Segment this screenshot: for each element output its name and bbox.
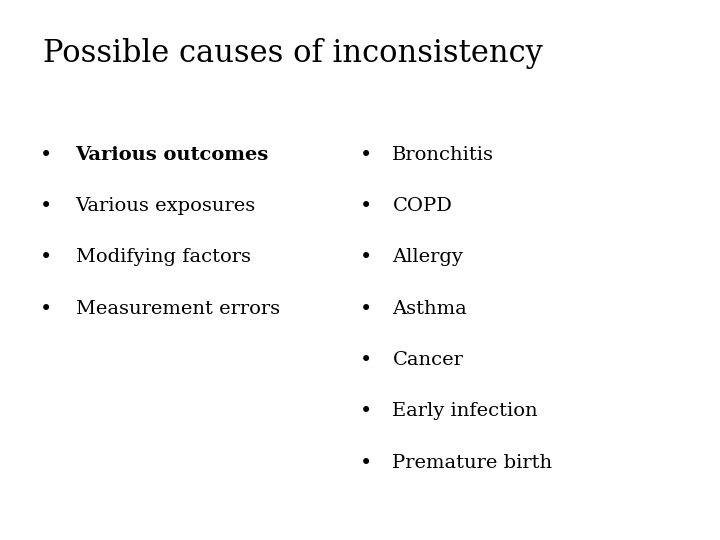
Text: •: • <box>360 146 372 165</box>
Text: Measurement errors: Measurement errors <box>76 300 280 318</box>
Text: Various outcomes: Various outcomes <box>76 146 269 164</box>
Text: •: • <box>40 300 52 319</box>
Text: Bronchitis: Bronchitis <box>392 146 495 164</box>
Text: •: • <box>40 197 52 216</box>
Text: •: • <box>360 248 372 267</box>
Text: •: • <box>360 402 372 421</box>
Text: •: • <box>360 300 372 319</box>
Text: Premature birth: Premature birth <box>392 454 552 471</box>
Text: Early infection: Early infection <box>392 402 538 420</box>
Text: Modifying factors: Modifying factors <box>76 248 251 266</box>
Text: •: • <box>40 146 52 165</box>
Text: Possible causes of inconsistency: Possible causes of inconsistency <box>43 38 543 69</box>
Text: •: • <box>360 351 372 370</box>
Text: Cancer: Cancer <box>392 351 463 369</box>
Text: Allergy: Allergy <box>392 248 463 266</box>
Text: •: • <box>360 197 372 216</box>
Text: COPD: COPD <box>392 197 452 215</box>
Text: Various exposures: Various exposures <box>76 197 256 215</box>
Text: Asthma: Asthma <box>392 300 467 318</box>
Text: •: • <box>360 454 372 472</box>
Text: •: • <box>40 248 52 267</box>
